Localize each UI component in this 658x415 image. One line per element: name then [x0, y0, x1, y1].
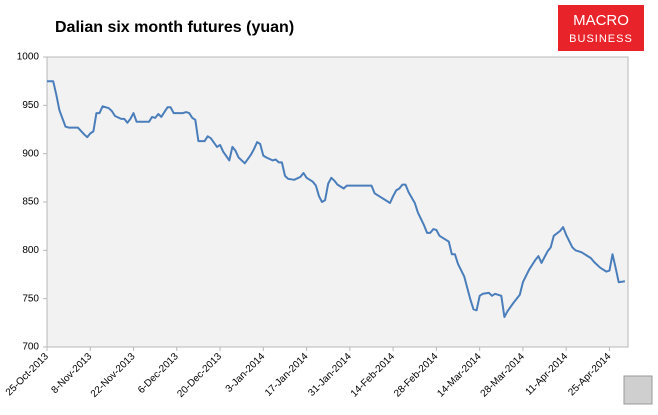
x-tick-label: 31-Jan-2014 — [306, 351, 354, 399]
y-tick-label: 850 — [22, 197, 39, 208]
logo-box — [558, 5, 644, 51]
logo: MACRO BUSINESS — [558, 5, 644, 51]
x-tick-label: 17-Jan-2014 — [263, 351, 311, 399]
x-tick-label: 25-Apr-2014 — [566, 351, 613, 398]
logo-text: MACRO — [573, 12, 629, 29]
x-tick-label: 8-Nov-2013 — [50, 351, 95, 396]
y-tick-label: 700 — [22, 342, 39, 353]
x-tick-label: 25-Oct-2013 — [4, 351, 51, 398]
plot-area — [46, 56, 629, 348]
y-tick-label: 900 — [22, 148, 39, 159]
x-tick-label: 11-Apr-2014 — [524, 351, 571, 398]
y-tick-label: 950 — [22, 100, 39, 111]
x-tick-label: 14-Mar-2014 — [435, 351, 484, 400]
y-tick-label: 750 — [22, 293, 39, 304]
x-tick-label: 22-Nov-2013 — [89, 351, 138, 400]
y-tick-label: 1000 — [17, 52, 40, 63]
x-tick-label: 14-Feb-2014 — [349, 351, 398, 400]
line — [47, 80, 626, 318]
chart-title: Dalian six month futures (yuan) — [55, 19, 294, 36]
logo-text: BUSINESS — [569, 33, 633, 45]
x-tick-label: 6-Dec-2013 — [136, 351, 181, 396]
x-tick-label: 28-Mar-2014 — [479, 351, 528, 400]
wolf-icon — [623, 375, 653, 405]
x-tick-label: 20-Dec-2013 — [175, 351, 224, 400]
x-tick-label: 3-Jan-2014 — [224, 351, 268, 395]
y-tick-label: 800 — [22, 245, 39, 256]
x-tick-label: 28-Feb-2014 — [392, 351, 441, 400]
